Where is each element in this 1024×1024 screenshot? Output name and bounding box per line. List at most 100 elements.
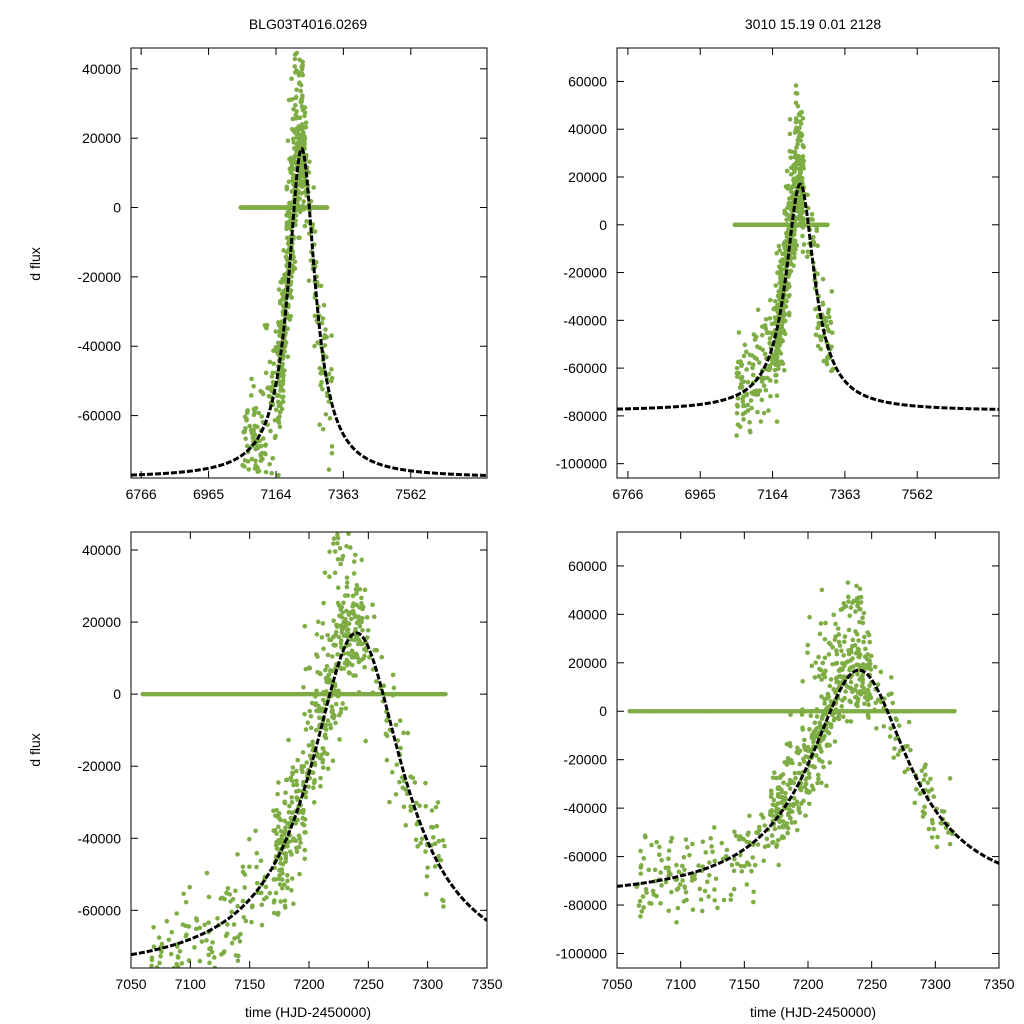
data-point [763,316,769,322]
data-point [330,714,335,720]
data-point [792,167,797,173]
data-point [931,794,937,799]
data-point [800,116,806,121]
data-point [320,426,326,432]
data-point [786,201,791,206]
data-point [327,549,332,555]
data-point [830,645,835,650]
panel-bottom-left: 7050 7100 7150 7200 7250 7300 7350 40000 20000 0 -… [77,498,503,992]
data-point [215,916,220,921]
data-point [271,348,276,353]
data-point [773,357,778,363]
data-point [242,482,247,487]
data-point [654,839,659,845]
data-point [212,987,217,992]
x-tick-label: 7100 [665,976,696,992]
data-point [773,809,779,815]
data-point [282,799,288,805]
data-point [755,307,761,313]
data-point [818,346,824,352]
data-point [750,855,755,860]
data-point [666,869,672,875]
data-point [777,825,782,830]
data-point [235,852,240,857]
data-point [902,769,908,775]
data-point [301,199,306,204]
data-point [735,395,741,401]
data-point [322,570,328,576]
data-point [285,138,291,144]
data-point [802,784,808,790]
data-point [658,901,663,906]
data-point [738,359,743,364]
data-point [781,780,786,786]
model-curve [131,631,487,957]
data-point [157,960,162,966]
y-tick-label: -100000 [556,945,608,961]
data-point [764,836,770,842]
data-point [242,885,248,890]
data-point [323,412,329,417]
data-point [299,99,305,104]
data-point [324,334,330,340]
data-point [248,427,254,433]
data-point [920,814,926,819]
data-point [354,653,359,659]
data-point [278,828,284,834]
data-point [674,920,679,925]
data-point [801,756,806,762]
data-point [741,394,746,400]
y-tick-label: 0 [599,217,607,233]
data-point [775,837,781,843]
data-point [794,208,800,214]
x-tick-label: 7050 [601,976,632,992]
data-point [229,909,234,915]
data-point [748,398,754,403]
data-point [848,605,854,610]
data-point [247,423,252,429]
data-point [394,762,400,767]
data-point [360,628,365,633]
data-point [689,878,695,883]
data-point [354,591,359,596]
data-point [835,679,841,685]
data-point [424,891,429,897]
data-point [204,870,210,876]
data-point [868,695,874,701]
data-point [329,367,334,372]
data-point [414,800,419,806]
data-point [739,374,745,380]
data-point [436,838,442,844]
data-point [847,650,853,656]
data-point [275,910,281,916]
data-point [334,622,339,628]
data-point [359,498,364,503]
data-point [298,33,303,38]
data-point [837,643,843,648]
data-point [761,383,767,389]
data-point [335,535,341,541]
data-point [787,131,793,137]
data-point [817,720,823,726]
data-point [169,929,175,935]
data-point [344,580,350,585]
data-point [194,916,199,921]
data-point [262,323,268,328]
data-point [270,370,276,376]
data-point [853,650,859,656]
data-point [785,230,790,235]
data-point [831,612,837,618]
data-point [841,639,847,645]
data-point [649,842,654,848]
data-point [365,628,371,633]
data-point [795,745,800,751]
data-point [789,809,794,814]
data-point [326,524,331,529]
data-point [836,639,842,645]
data-point [297,36,302,41]
data-point [791,795,797,801]
data-point [780,823,786,829]
data-point [848,699,853,705]
data-point [276,780,281,785]
data-point [235,958,241,963]
